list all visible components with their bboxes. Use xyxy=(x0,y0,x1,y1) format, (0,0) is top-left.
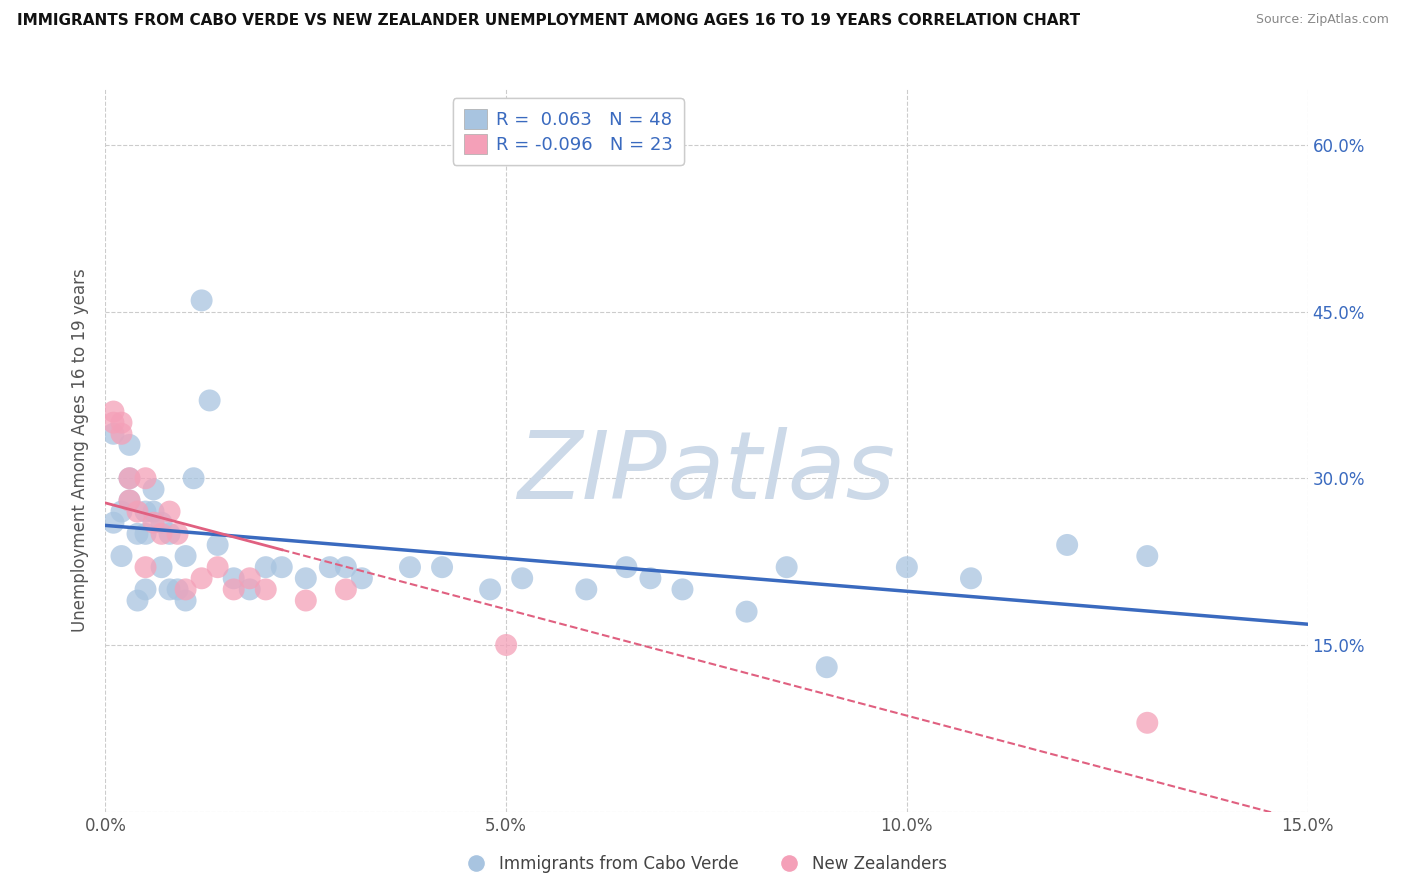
Point xyxy=(118,438,141,452)
Point xyxy=(174,549,197,563)
Point xyxy=(110,416,132,430)
Point xyxy=(166,582,188,597)
Legend: R =  0.063   N = 48, R = -0.096   N = 23: R = 0.063 N = 48, R = -0.096 N = 23 xyxy=(453,98,683,165)
Legend: Immigrants from Cabo Verde, New Zealanders: Immigrants from Cabo Verde, New Zealande… xyxy=(453,848,953,880)
Point xyxy=(671,582,693,597)
Point xyxy=(150,560,173,574)
Point xyxy=(135,471,157,485)
Point xyxy=(190,293,212,308)
Point xyxy=(118,471,141,485)
Point xyxy=(127,505,149,519)
Point xyxy=(479,582,502,597)
Point xyxy=(135,560,157,574)
Point xyxy=(776,560,799,574)
Point xyxy=(399,560,422,574)
Point xyxy=(1136,549,1159,563)
Point xyxy=(239,582,262,597)
Point xyxy=(270,560,292,574)
Point xyxy=(1136,715,1159,730)
Text: Source: ZipAtlas.com: Source: ZipAtlas.com xyxy=(1256,13,1389,27)
Point xyxy=(616,560,638,574)
Point xyxy=(319,560,342,574)
Point xyxy=(150,516,173,530)
Point xyxy=(254,582,277,597)
Text: IMMIGRANTS FROM CABO VERDE VS NEW ZEALANDER UNEMPLOYMENT AMONG AGES 16 TO 19 YEA: IMMIGRANTS FROM CABO VERDE VS NEW ZEALAN… xyxy=(17,13,1080,29)
Point xyxy=(103,404,125,418)
Point xyxy=(159,505,181,519)
Point xyxy=(575,582,598,597)
Point xyxy=(815,660,838,674)
Point xyxy=(960,571,983,585)
Point xyxy=(295,593,318,607)
Point xyxy=(103,426,125,441)
Point xyxy=(118,493,141,508)
Point xyxy=(207,560,229,574)
Point xyxy=(135,505,157,519)
Point xyxy=(110,505,132,519)
Point xyxy=(135,582,157,597)
Point xyxy=(103,416,125,430)
Point xyxy=(110,426,132,441)
Point xyxy=(254,560,277,574)
Point xyxy=(127,593,149,607)
Point xyxy=(127,526,149,541)
Point xyxy=(222,582,245,597)
Point xyxy=(430,560,453,574)
Y-axis label: Unemployment Among Ages 16 to 19 years: Unemployment Among Ages 16 to 19 years xyxy=(72,268,90,632)
Point xyxy=(510,571,533,585)
Point xyxy=(135,526,157,541)
Point xyxy=(159,582,181,597)
Point xyxy=(335,582,357,597)
Point xyxy=(174,582,197,597)
Point xyxy=(142,516,165,530)
Point xyxy=(103,516,125,530)
Text: ZIPatlas: ZIPatlas xyxy=(517,426,896,517)
Point xyxy=(222,571,245,585)
Point xyxy=(640,571,662,585)
Point xyxy=(1056,538,1078,552)
Point xyxy=(190,571,212,585)
Point xyxy=(896,560,918,574)
Point xyxy=(335,560,357,574)
Point xyxy=(110,549,132,563)
Point xyxy=(495,638,517,652)
Point xyxy=(118,493,141,508)
Point xyxy=(239,571,262,585)
Point xyxy=(142,483,165,497)
Point xyxy=(198,393,221,408)
Point xyxy=(207,538,229,552)
Point xyxy=(350,571,373,585)
Point xyxy=(166,526,188,541)
Point xyxy=(150,526,173,541)
Point xyxy=(174,593,197,607)
Point xyxy=(183,471,205,485)
Point xyxy=(118,471,141,485)
Point xyxy=(142,505,165,519)
Point xyxy=(735,605,758,619)
Point xyxy=(295,571,318,585)
Point xyxy=(159,526,181,541)
